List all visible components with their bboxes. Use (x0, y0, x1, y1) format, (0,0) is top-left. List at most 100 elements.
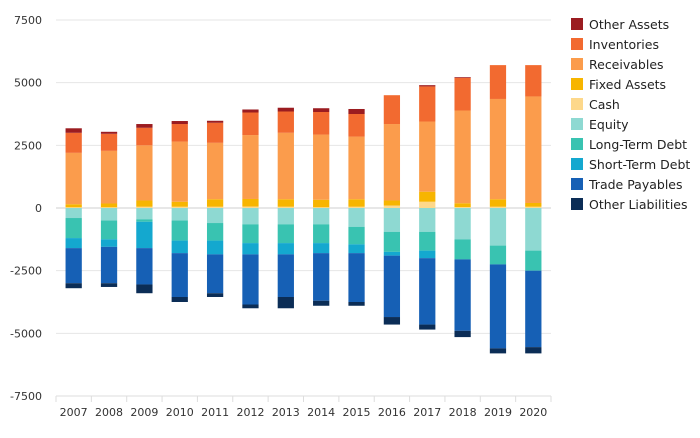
bar-segment (525, 206, 542, 208)
grid-layer (56, 19, 551, 397)
bar-segment (100, 133, 118, 151)
bar-segment (383, 231, 401, 252)
bar-segment (454, 110, 471, 204)
bar-segment (206, 199, 224, 207)
bar-segment (419, 85, 436, 87)
legend-item: Short-Term Debt (571, 157, 690, 172)
bar-segment (525, 270, 542, 348)
bar-segment (454, 77, 471, 111)
bar-segment (313, 108, 330, 112)
y-tick-label: -5000 (10, 327, 42, 340)
bar-segment (454, 77, 471, 78)
legend-label: Short-Term Debt (589, 157, 690, 172)
bar-segment (136, 206, 153, 208)
bar-segment (206, 240, 224, 255)
legend-label: Trade Payables (588, 177, 683, 192)
bar-segment (313, 208, 330, 225)
x-tick-label: 2011 (201, 406, 229, 419)
bar-segment (313, 243, 330, 254)
legend-swatch (571, 18, 583, 30)
y-tick-label: 2500 (14, 139, 42, 152)
bar-segment (171, 201, 188, 207)
bar-segment (65, 238, 82, 249)
bar-segment (206, 206, 224, 208)
legend-swatch (571, 118, 583, 130)
bar-segment (454, 208, 471, 240)
bar-segment (348, 208, 365, 227)
bar-segment (100, 150, 118, 204)
bar-segment (65, 204, 82, 208)
bar-segment (206, 254, 224, 294)
bar-segment (525, 202, 542, 207)
x-tick-label: 2014 (307, 406, 335, 419)
x-tick-label: 2016 (378, 406, 406, 419)
bar-segment (242, 224, 259, 244)
bar-segment (242, 112, 259, 136)
bar-segment (419, 86, 436, 122)
bar-segment (489, 245, 507, 265)
bar-layer (65, 65, 542, 354)
legend-label: Inventories (589, 37, 659, 52)
legend-swatch (571, 38, 583, 50)
bar-segment (348, 206, 365, 208)
bar-segment (100, 239, 118, 247)
legend-item: Receivables (571, 57, 664, 72)
bar-segment (277, 254, 294, 297)
bar-segment (313, 300, 330, 306)
bar-segment (454, 330, 471, 338)
bar-segment (277, 107, 294, 112)
legend: Other Assets Inventories Receivables Fixed … (571, 17, 690, 212)
y-tick-label: 7500 (14, 14, 42, 27)
bar-segment (65, 218, 82, 239)
bar-segment (313, 111, 330, 135)
bar-segment (100, 131, 118, 134)
bar-segment (348, 199, 365, 207)
bar-segment (206, 208, 224, 224)
bar-segment (136, 248, 153, 285)
bar-segment (206, 120, 224, 123)
bar-segment (136, 284, 153, 294)
x-tick-label: 2007 (60, 406, 88, 419)
legend-item: Trade Payables (571, 177, 683, 192)
bar-segment (313, 253, 330, 301)
bar-segment (171, 124, 188, 142)
bar-segment (419, 250, 436, 259)
bar-segment (419, 258, 436, 325)
bar-segment (489, 98, 507, 200)
bar-segment (136, 221, 153, 249)
bar-segment (383, 200, 401, 206)
y-tick-label: 0 (35, 202, 42, 215)
bar-segment (206, 293, 224, 297)
legend-swatch (571, 58, 583, 70)
bar-segment (277, 243, 294, 255)
bar-segment (65, 283, 82, 289)
legend-item: Long-Term Debt (571, 137, 687, 152)
bar-segment (348, 253, 365, 302)
bar-segment (419, 121, 436, 192)
bar-segment (171, 141, 188, 202)
bar-segment (136, 145, 153, 201)
x-tick-label: 2020 (519, 406, 547, 419)
bar-segment (65, 207, 82, 208)
bar-segment (525, 250, 542, 271)
legend-swatch (571, 178, 583, 190)
x-tick-label: 2010 (166, 406, 194, 419)
bar-segment (277, 224, 294, 244)
bar-segment (277, 208, 294, 225)
bar-segment (313, 207, 330, 208)
legend-swatch (571, 138, 583, 150)
bar-segment (171, 206, 188, 208)
axis-layer: 7500 5000 2500 0 -2500 -5000 -7500 2007 2008 2009… (10, 14, 552, 419)
bar-segment (100, 208, 118, 221)
bar-segment (525, 96, 542, 203)
bar-segment (383, 317, 401, 325)
bar-segment (65, 208, 82, 219)
bar-segment (419, 191, 436, 202)
bar-segment (313, 224, 330, 244)
bar-segment (454, 239, 471, 260)
bar-segment (171, 220, 188, 241)
bar-segment (242, 135, 259, 199)
x-tick-label: 2013 (272, 406, 300, 419)
bar-segment (419, 324, 436, 330)
bar-segment (489, 65, 507, 99)
